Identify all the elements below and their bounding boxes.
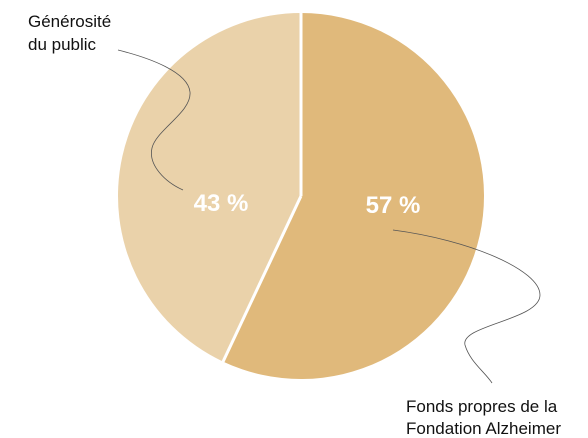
slice-value-label-generosite: 43 % [194, 190, 249, 217]
leader-line-fonds-propres [392, 229, 541, 384]
slice-value-label-fonds-propres: 57 % [366, 192, 421, 219]
slice-category-label-generosite-line2: du public [28, 35, 97, 54]
slice-category-label-generosite-line1: Générosité [28, 12, 111, 31]
pie-slice-generosite [118, 13, 301, 362]
pie-slice-fonds-propres [223, 13, 485, 379]
slice-separator-bottom [221, 195, 303, 364]
slice-category-label-fonds-propres-line2: Fondation Alzheimer [406, 419, 561, 438]
slice-category-label-fonds-propres-line1: Fonds propres de la [406, 397, 558, 416]
leader-line-generosite [117, 49, 191, 191]
